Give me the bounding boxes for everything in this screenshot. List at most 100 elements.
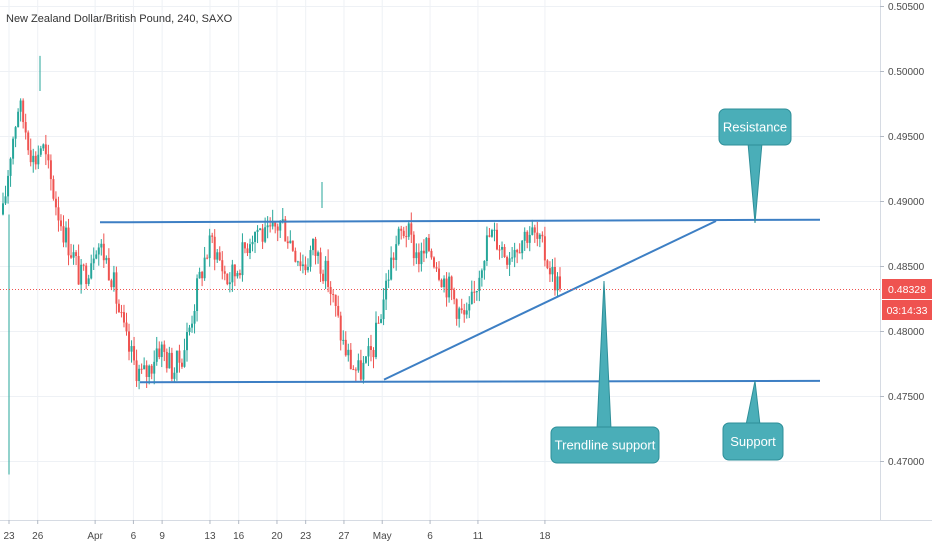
candle	[180, 358, 183, 369]
candle	[138, 364, 141, 390]
candle	[228, 272, 231, 293]
candle	[24, 113, 27, 140]
candle	[405, 225, 408, 248]
candle	[87, 274, 90, 287]
candle	[72, 244, 75, 265]
candle	[556, 272, 559, 297]
price-tick-label: 0.49500	[888, 132, 925, 143]
candle	[483, 260, 486, 280]
price-tick-label: 0.50000	[888, 67, 925, 78]
candle	[402, 226, 405, 239]
candle	[501, 241, 504, 259]
candle	[42, 143, 45, 151]
time-tick-label: 11	[473, 531, 484, 542]
resistance-callout-label: Resistance	[723, 120, 787, 135]
candle	[236, 270, 239, 279]
price-tick-label: 0.47000	[888, 457, 925, 468]
candle	[34, 151, 37, 170]
candle	[125, 312, 128, 336]
candle	[183, 338, 186, 368]
candle	[490, 228, 493, 238]
candle	[4, 185, 7, 205]
candle	[516, 248, 519, 264]
candle	[12, 136, 15, 165]
candle	[460, 298, 463, 314]
candle	[29, 138, 32, 167]
candle	[54, 191, 57, 216]
candle	[453, 287, 456, 305]
trendline-support-callout[interactable]: Trendline support	[550, 280, 660, 464]
candle	[407, 220, 410, 240]
time-axis[interactable]: 23 26 Apr 6 9 13 16 20 23 27 May 6 11 18	[0, 520, 932, 550]
candle	[276, 223, 279, 242]
candle	[480, 268, 483, 287]
candle	[148, 364, 151, 385]
candle	[196, 274, 199, 322]
candle	[382, 288, 385, 326]
candle	[27, 130, 30, 155]
candle	[548, 261, 551, 283]
candle	[226, 273, 229, 286]
candle	[553, 257, 556, 296]
time-tick-label: 18	[539, 531, 551, 542]
candle	[493, 222, 496, 242]
candle	[233, 264, 236, 287]
candle	[160, 341, 163, 368]
candle	[531, 219, 534, 236]
price-tick-label: 0.49000	[888, 197, 925, 208]
candle	[367, 337, 370, 367]
candle	[153, 350, 156, 385]
support-callout-label: Support	[730, 434, 776, 449]
chart-title: New Zealand Dollar/British Pound, 240, S…	[6, 13, 233, 25]
candle	[206, 254, 209, 260]
trendline-support-line[interactable]	[383, 220, 717, 381]
candle	[178, 344, 181, 373]
candle	[145, 360, 148, 388]
candle	[135, 349, 138, 387]
resistance-callout[interactable]: Resistance	[718, 108, 792, 224]
candle	[513, 242, 516, 268]
candle	[503, 244, 506, 258]
price-tick-label: 0.48500	[888, 262, 925, 273]
time-tick-label: May	[373, 531, 392, 542]
trend-lines[interactable]	[99, 218, 821, 384]
candle	[218, 246, 221, 262]
candle	[59, 214, 62, 231]
candle	[39, 145, 42, 157]
candle	[165, 348, 168, 373]
price-axis[interactable]: 0.47000 0.47500 0.48000 0.48500 0.49000 0.495…	[880, 0, 932, 520]
candle	[470, 280, 473, 305]
candle	[112, 265, 115, 292]
support-line[interactable]	[139, 379, 821, 384]
candle	[75, 250, 78, 266]
time-tick-label: 6	[427, 531, 433, 542]
candle	[395, 235, 398, 271]
candle	[349, 343, 352, 370]
candle	[97, 243, 100, 266]
candle	[77, 244, 80, 285]
candle	[339, 311, 342, 351]
annotations[interactable]: Resistance Trendline support Support	[550, 108, 792, 464]
candle	[380, 314, 383, 324]
candle	[314, 236, 317, 265]
candle	[546, 259, 549, 270]
candle	[342, 330, 345, 345]
price-tick-label: 0.50500	[888, 2, 925, 13]
time-tick-label: 16	[233, 531, 245, 542]
candle	[364, 355, 367, 364]
candle	[327, 249, 330, 293]
candle	[541, 231, 544, 243]
candle	[445, 272, 448, 307]
candle	[538, 233, 541, 248]
candle	[375, 311, 378, 360]
candle	[448, 272, 451, 303]
support-callout[interactable]: Support	[722, 380, 784, 461]
resistance-line[interactable]	[99, 218, 821, 224]
candle	[110, 278, 113, 291]
candle	[329, 281, 332, 306]
candle	[115, 266, 118, 314]
candle	[241, 233, 244, 282]
candle	[120, 304, 123, 318]
